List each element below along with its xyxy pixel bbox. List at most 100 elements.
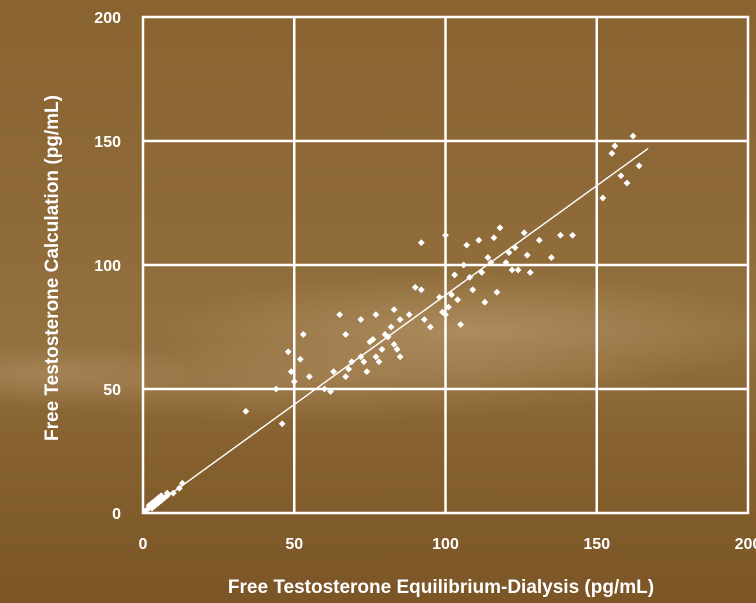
data-point (287, 368, 295, 376)
x-tick-label: 100 (432, 536, 459, 553)
x-axis-ticks: 0 50 100 150 200 (139, 536, 756, 553)
data-point (520, 229, 528, 237)
data-point (178, 479, 186, 487)
y-axis-ticks: 0 50 100 150 200 (94, 10, 121, 523)
data-point (175, 484, 183, 492)
data-point (381, 331, 389, 338)
x-axis-title: Free Testosterone Equilibrium-Dialysis (… (228, 577, 654, 598)
data-point (342, 373, 350, 380)
data-point (372, 311, 380, 318)
data-point (290, 378, 298, 385)
data-point (484, 254, 492, 261)
data-point (617, 172, 625, 180)
data-point (342, 331, 350, 338)
data-point (305, 373, 313, 380)
data-point (420, 316, 428, 323)
x-tick-label: 150 (583, 536, 610, 553)
data-point (523, 251, 531, 259)
data-point (442, 231, 449, 239)
data-point (454, 296, 461, 304)
data-point (154, 494, 162, 502)
data-point (348, 358, 356, 366)
data-point (463, 241, 471, 249)
data-point (384, 333, 392, 341)
data-point (611, 142, 619, 150)
data-point (496, 224, 504, 232)
data-point (345, 365, 353, 373)
data-point (460, 261, 468, 269)
data-point (336, 311, 344, 318)
data-point (436, 293, 443, 301)
data-point (569, 231, 576, 239)
data-point (169, 489, 177, 497)
data-point (378, 345, 386, 353)
data-point (511, 244, 519, 252)
data-point (514, 266, 522, 274)
x-tick-label: 200 (735, 536, 756, 553)
data-point (327, 388, 334, 395)
data-point (296, 355, 304, 363)
data-point (369, 336, 377, 343)
data-point (363, 368, 371, 376)
data-point (160, 494, 168, 502)
data-point (481, 298, 489, 306)
data-point (405, 311, 413, 318)
data-point (475, 236, 483, 244)
data-point (502, 259, 510, 266)
data-point (448, 291, 455, 299)
y-tick-label: 200 (94, 10, 121, 27)
data-point (487, 259, 495, 266)
data-point (163, 489, 171, 497)
data-point (505, 249, 513, 256)
data-point (445, 303, 452, 311)
data-point (442, 311, 449, 318)
data-point (272, 385, 280, 393)
data-point (629, 132, 637, 140)
y-tick-label: 150 (94, 134, 121, 151)
y-axis-title: Free Testosterone Calculation (pg/mL) (42, 95, 63, 441)
x-tick-label: 0 (139, 536, 148, 553)
plot-frame (141, 15, 750, 515)
data-point (387, 323, 395, 331)
data-point (366, 338, 374, 346)
data-point (599, 194, 607, 202)
data-point (493, 288, 501, 296)
data-point (390, 306, 398, 314)
data-point (151, 502, 159, 509)
data-points (142, 132, 643, 514)
data-point (478, 269, 486, 276)
data-point (635, 162, 643, 170)
data-point (357, 353, 365, 361)
y-tick-label: 100 (94, 258, 121, 275)
data-point (357, 316, 365, 323)
data-point (508, 266, 516, 274)
data-point (457, 321, 465, 328)
data-point (426, 323, 434, 331)
data-point (145, 502, 153, 509)
data-point (608, 150, 616, 157)
y-tick-label: 50 (103, 382, 121, 399)
data-point (360, 358, 368, 366)
regression-line (145, 147, 649, 513)
data-point (299, 331, 307, 338)
data-point (393, 345, 401, 353)
data-point (557, 231, 564, 239)
data-point (526, 269, 534, 276)
data-point (396, 353, 404, 361)
data-point (375, 358, 383, 366)
data-point (390, 340, 398, 348)
data-point (490, 234, 498, 242)
x-tick-label: 50 (285, 536, 303, 553)
data-point (535, 236, 543, 244)
data-point (469, 286, 477, 294)
data-point (417, 286, 425, 294)
data-point (372, 353, 380, 361)
data-point (417, 239, 425, 247)
grid-lines (143, 17, 748, 513)
data-point (330, 368, 337, 376)
data-point (278, 420, 286, 428)
data-point (242, 407, 250, 415)
data-point (466, 274, 474, 281)
